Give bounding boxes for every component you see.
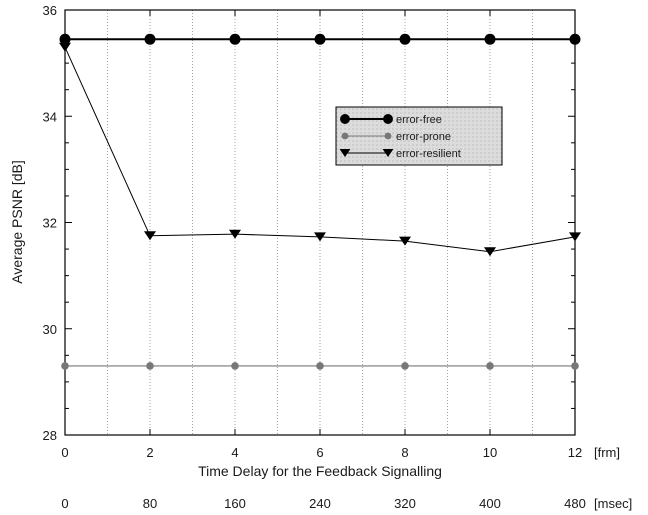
secondary-x-tick-label: 160: [224, 496, 246, 511]
data-point-circle: [144, 33, 156, 45]
secondary-x-tick-label: 320: [394, 496, 416, 511]
x-tick-label: 6: [316, 445, 323, 460]
data-point-small-circle: [341, 132, 349, 140]
secondary-x-unit-label: [msec]: [594, 496, 632, 511]
data-point-small-circle: [61, 362, 69, 370]
data-point-triangle: [399, 236, 411, 246]
data-point-small-circle: [401, 362, 409, 370]
y-tick-label: 36: [43, 3, 57, 18]
secondary-x-tick-label: 480: [564, 496, 586, 511]
x-tick-label: 2: [146, 445, 153, 460]
x-tick-label: 10: [483, 445, 497, 460]
data-point-triangle: [569, 232, 581, 242]
data-point-triangle: [314, 232, 326, 242]
secondary-x-tick-label: 0: [61, 496, 68, 511]
data-point-circle: [229, 33, 241, 45]
data-point-small-circle: [486, 362, 494, 370]
series-error-free: [59, 33, 581, 45]
secondary-x-tick-label: 240: [309, 496, 331, 511]
x-tick-label: 8: [401, 445, 408, 460]
data-point-small-circle: [316, 362, 324, 370]
x-unit-label: [frm]: [594, 445, 620, 460]
series-error-resilient: [59, 42, 581, 257]
data-point-triangle: [144, 231, 156, 241]
data-point-circle: [383, 114, 393, 124]
legend-item-error-resilient: error-resilient: [339, 148, 461, 160]
grid-lines: [107, 10, 533, 435]
series-group: [59, 33, 581, 370]
secondary-x-tick-label: 80: [143, 496, 157, 511]
y-tick-label: 28: [43, 428, 57, 443]
data-point-triangle: [59, 42, 71, 52]
data-point-small-circle: [571, 362, 579, 370]
legend-item-error-prone: error-prone: [341, 131, 451, 143]
data-point-small-circle: [231, 362, 239, 370]
legend-label: error-prone: [396, 131, 451, 143]
data-point-circle: [569, 33, 581, 45]
x-axis-title: Time Delay for the Feedback Signalling: [198, 463, 442, 479]
x-tick-label: 0: [61, 445, 68, 460]
data-point-circle: [340, 114, 350, 124]
y-tick-label: 30: [43, 322, 57, 337]
data-point-circle: [484, 33, 496, 45]
data-point-triangle: [484, 247, 496, 257]
x-tick-label: 4: [231, 445, 238, 460]
x-tick-label: 12: [568, 445, 582, 460]
legend-label: error-resilient: [396, 148, 461, 160]
secondary-x-tick-label: 400: [479, 496, 501, 511]
data-point-small-circle: [146, 362, 154, 370]
legend-label: error-free: [396, 114, 442, 126]
y-tick-label: 32: [43, 216, 57, 231]
y-tick-label: 34: [43, 109, 57, 124]
legend: error-free error-prone error-resilient: [335, 106, 503, 166]
data-point-small-circle: [384, 132, 392, 140]
data-point-triangle: [382, 148, 394, 158]
data-point-triangle: [229, 229, 241, 239]
data-point-circle: [314, 33, 326, 45]
legend-item-error-free: error-free: [340, 114, 442, 126]
series-error-prone: [61, 362, 579, 370]
data-point-circle: [59, 33, 71, 45]
y-axis-title: Average PSNR [dB]: [9, 160, 25, 283]
data-point-triangle: [339, 148, 351, 158]
data-point-circle: [399, 33, 411, 45]
axis-ticks: 0 0 2 80 4 160 6 240 8 320 10 400 12 480 28 30 32 34 36: [43, 3, 586, 511]
